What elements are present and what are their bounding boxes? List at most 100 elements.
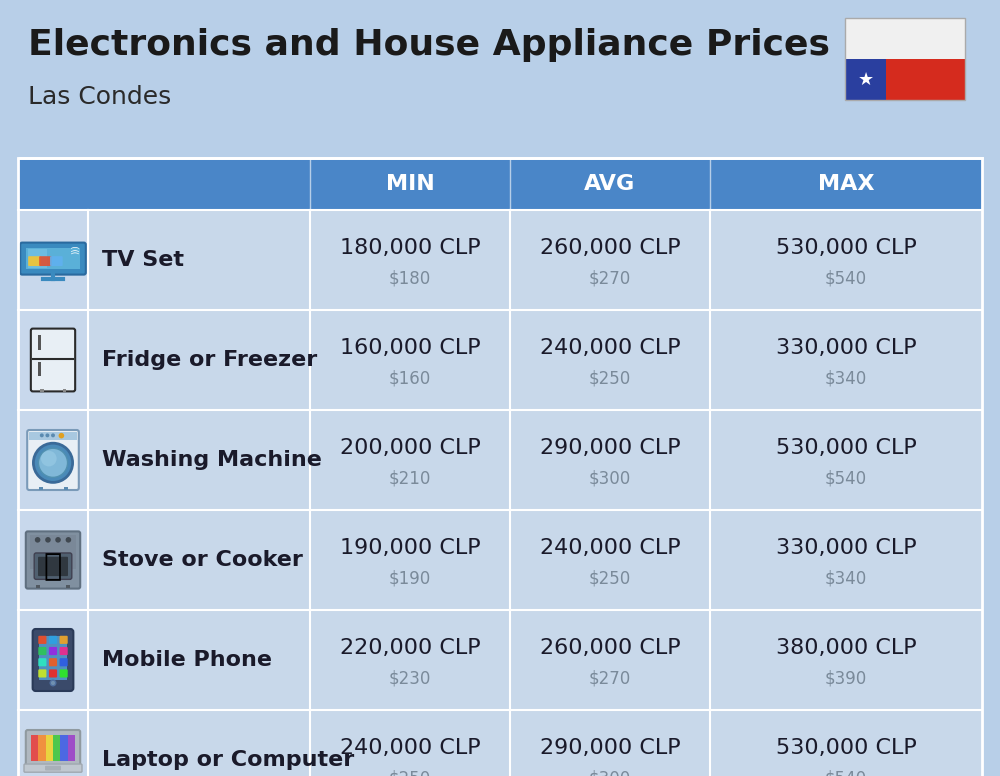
- Text: 200,000 CLP: 200,000 CLP: [340, 438, 480, 458]
- Text: $250: $250: [389, 769, 431, 776]
- Bar: [40, 389, 44, 392]
- Text: 330,000 CLP: 330,000 CLP: [776, 338, 916, 358]
- Text: Fridge or Freezer: Fridge or Freezer: [102, 350, 317, 370]
- Bar: [38, 334, 41, 350]
- Text: $180: $180: [389, 269, 431, 287]
- FancyBboxPatch shape: [24, 764, 82, 772]
- FancyBboxPatch shape: [27, 430, 79, 490]
- FancyBboxPatch shape: [38, 636, 46, 644]
- Text: Electronics and House Appliance Prices: Electronics and House Appliance Prices: [28, 28, 830, 62]
- Bar: [46, 736, 53, 760]
- Circle shape: [45, 434, 49, 438]
- FancyBboxPatch shape: [38, 647, 46, 655]
- Circle shape: [66, 537, 71, 542]
- FancyBboxPatch shape: [38, 670, 46, 677]
- Text: $540: $540: [825, 769, 867, 776]
- Circle shape: [59, 433, 64, 438]
- Text: $210: $210: [389, 469, 431, 487]
- Bar: [18, 210, 88, 310]
- Text: Mobile Phone: Mobile Phone: [102, 650, 272, 670]
- FancyBboxPatch shape: [26, 532, 80, 589]
- Text: $160: $160: [389, 369, 431, 387]
- Circle shape: [33, 443, 73, 483]
- Text: $190: $190: [389, 569, 431, 587]
- FancyBboxPatch shape: [28, 249, 47, 268]
- FancyBboxPatch shape: [39, 256, 52, 266]
- Bar: [36, 585, 40, 588]
- Circle shape: [41, 451, 57, 466]
- Bar: [66, 585, 70, 588]
- Bar: [886, 59, 965, 100]
- FancyBboxPatch shape: [38, 658, 46, 667]
- Bar: [18, 710, 982, 776]
- Text: 240,000 CLP: 240,000 CLP: [540, 538, 680, 558]
- Bar: [18, 310, 88, 410]
- Text: Las Condes: Las Condes: [28, 85, 171, 109]
- Bar: [29, 432, 77, 440]
- Text: ★: ★: [857, 71, 874, 88]
- Text: 530,000 CLP: 530,000 CLP: [776, 438, 916, 458]
- Bar: [38, 736, 46, 760]
- Text: ))): ))): [71, 244, 80, 255]
- FancyBboxPatch shape: [50, 256, 63, 266]
- Text: 530,000 CLP: 530,000 CLP: [776, 738, 916, 758]
- Bar: [18, 310, 982, 410]
- Bar: [18, 410, 982, 510]
- Bar: [64, 487, 68, 490]
- FancyBboxPatch shape: [49, 670, 57, 677]
- Bar: [31, 736, 75, 760]
- FancyBboxPatch shape: [45, 766, 61, 771]
- Text: 330,000 CLP: 330,000 CLP: [776, 538, 916, 558]
- Bar: [63, 389, 66, 392]
- Bar: [18, 610, 88, 710]
- Bar: [39, 636, 67, 680]
- Text: $540: $540: [825, 269, 867, 287]
- Bar: [18, 710, 88, 776]
- Bar: [845, 18, 965, 100]
- FancyBboxPatch shape: [34, 553, 72, 580]
- Bar: [39, 487, 43, 490]
- Text: 260,000 CLP: 260,000 CLP: [540, 638, 680, 658]
- FancyBboxPatch shape: [28, 256, 41, 266]
- FancyBboxPatch shape: [60, 670, 68, 677]
- Text: 240,000 CLP: 240,000 CLP: [340, 738, 480, 758]
- Bar: [60, 736, 68, 760]
- Circle shape: [40, 434, 44, 438]
- Text: TV Set: TV Set: [102, 250, 184, 270]
- Text: $270: $270: [589, 669, 631, 687]
- Circle shape: [55, 537, 61, 542]
- FancyBboxPatch shape: [60, 636, 68, 644]
- Text: 530,000 CLP: 530,000 CLP: [776, 238, 916, 258]
- Bar: [18, 158, 982, 776]
- FancyBboxPatch shape: [20, 243, 86, 275]
- Text: 240,000 CLP: 240,000 CLP: [540, 338, 680, 358]
- Bar: [18, 510, 982, 610]
- Bar: [18, 610, 982, 710]
- Bar: [18, 410, 88, 510]
- Text: 220,000 CLP: 220,000 CLP: [340, 638, 480, 658]
- Text: $300: $300: [589, 769, 631, 776]
- Text: $540: $540: [825, 469, 867, 487]
- Circle shape: [38, 449, 68, 477]
- Bar: [68, 736, 75, 760]
- Text: 190,000 CLP: 190,000 CLP: [340, 538, 480, 558]
- Text: 260,000 CLP: 260,000 CLP: [540, 238, 680, 258]
- FancyBboxPatch shape: [38, 556, 68, 576]
- Text: 380,000 CLP: 380,000 CLP: [776, 638, 916, 658]
- Bar: [31, 736, 38, 760]
- Circle shape: [51, 434, 55, 438]
- Bar: [30, 535, 76, 569]
- Bar: [18, 210, 982, 310]
- FancyBboxPatch shape: [33, 629, 73, 691]
- Text: $390: $390: [825, 669, 867, 687]
- Text: AVG: AVG: [584, 174, 636, 194]
- Circle shape: [35, 537, 40, 542]
- FancyBboxPatch shape: [60, 658, 68, 667]
- Bar: [38, 362, 41, 376]
- Text: Stove or Cooker: Stove or Cooker: [102, 550, 303, 570]
- Text: $340: $340: [825, 569, 867, 587]
- Text: MAX: MAX: [818, 174, 874, 194]
- Text: 160,000 CLP: 160,000 CLP: [340, 338, 480, 358]
- FancyBboxPatch shape: [26, 730, 80, 766]
- Text: $300: $300: [589, 469, 631, 487]
